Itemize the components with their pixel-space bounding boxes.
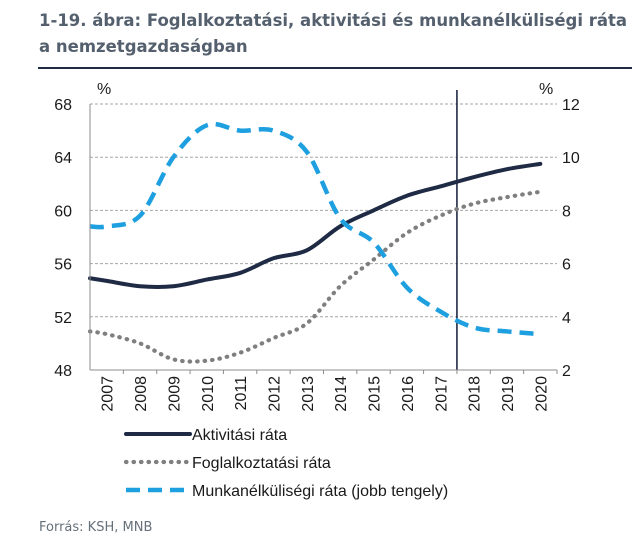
left-axis-tick-label: 68 <box>54 97 72 114</box>
x-tick-label: 2016 <box>400 376 417 412</box>
right-axis-tick-label: 4 <box>562 310 571 327</box>
x-tick-label: 2018 <box>467 376 484 412</box>
left-axis-tick-label: 56 <box>54 257 72 274</box>
legend-label: Munkanélküliségi ráta (jobb tengely) <box>192 483 448 500</box>
series-line-1 <box>88 161 543 289</box>
right-axis-unit: % <box>539 81 553 98</box>
right-axis-tick-label: 12 <box>562 97 580 114</box>
x-tick-label: 2009 <box>166 376 183 412</box>
x-tick-label: 2017 <box>433 376 450 412</box>
left-axis-tick-label: 52 <box>54 310 72 327</box>
left-axis-tick-label: 64 <box>54 150 72 167</box>
left-axis-tick-label: 60 <box>54 203 72 220</box>
x-tick-label: 2013 <box>300 376 317 412</box>
x-tick-label: 2020 <box>533 376 550 412</box>
source-note: Forrás: KSH, MNB <box>39 520 153 535</box>
x-tick-label: 2007 <box>100 376 117 412</box>
x-tick-label: 2014 <box>333 376 350 412</box>
series-line-2 <box>87 189 543 364</box>
series-line-3 <box>89 121 541 337</box>
legend: Aktivitási ráta Foglalkoztatási ráta Munka… <box>123 427 448 500</box>
x-tick-label: 2010 <box>200 376 217 412</box>
left-axis-unit: % <box>97 81 111 98</box>
x-tick-label: 2019 <box>500 376 517 412</box>
x-tick-label: 2008 <box>133 376 150 412</box>
x-tick-label: 2012 <box>266 376 283 412</box>
x-tick-label: 2015 <box>367 376 384 412</box>
title-divider <box>38 67 632 69</box>
left-axis-tick-label: 48 <box>54 363 72 380</box>
legend-label: Foglalkoztatási ráta <box>192 455 331 472</box>
series-lines <box>87 121 543 364</box>
chart-title: 1-19. ábra: Foglalkoztatási, aktivitási … <box>39 11 628 56</box>
right-axis-tick-label: 8 <box>562 203 571 220</box>
legend-label: Aktivitási ráta <box>192 427 287 444</box>
x-tick-label: 2011 <box>233 376 250 411</box>
right-axis-tick-label: 6 <box>562 257 571 274</box>
right-axis-tick-label: 2 <box>562 363 571 380</box>
right-axis-tick-label: 10 <box>562 150 580 167</box>
